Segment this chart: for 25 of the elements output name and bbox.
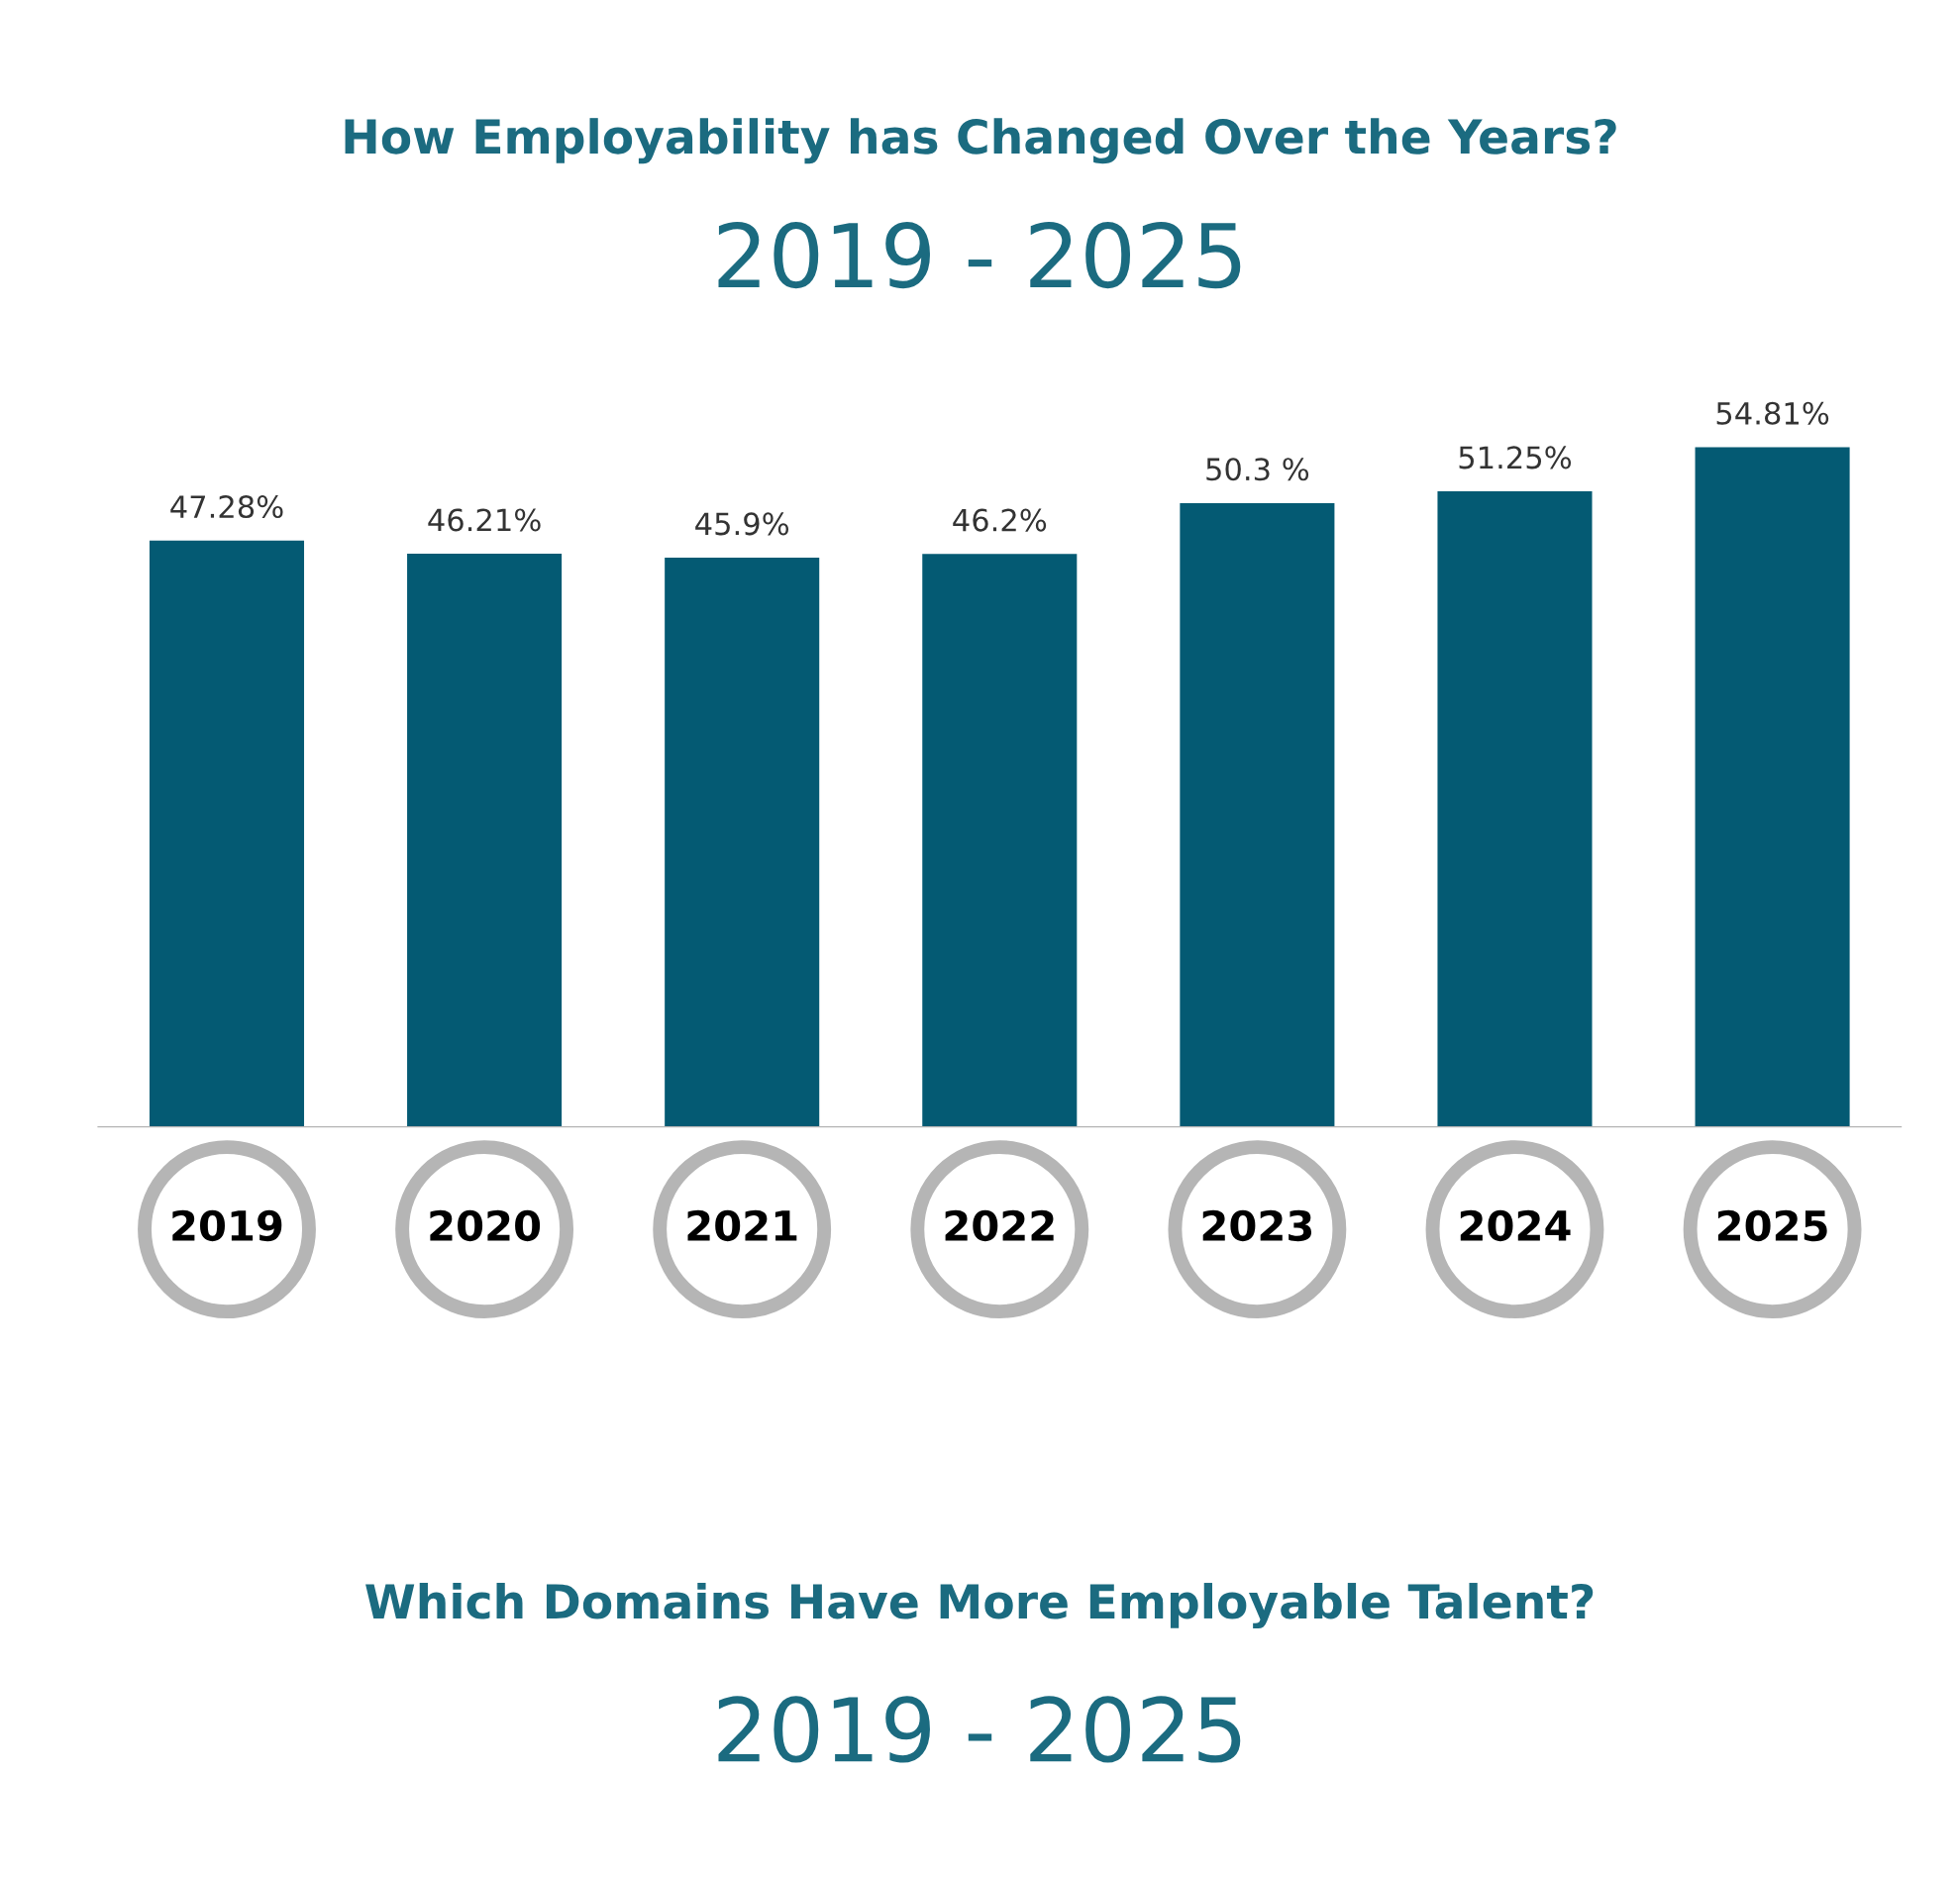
data-label: 45.9% (695, 512, 789, 536)
data-label: 46.21% (428, 508, 541, 532)
x-tick-label: 2024 (1460, 1209, 1571, 1242)
bar (1437, 491, 1593, 1127)
bar (1180, 502, 1335, 1127)
chart-subtitle: 2019 - 2025 (718, 222, 1241, 289)
x-tick-label: 2021 (687, 1209, 797, 1242)
bar (1695, 447, 1850, 1127)
text: 2019 - 2025 (718, 1696, 1241, 1763)
bar (665, 557, 820, 1127)
x-tick-label: 2025 (1717, 1209, 1827, 1242)
bar (407, 554, 563, 1127)
data-label: 54.81% (1716, 401, 1829, 425)
data-label: 51.25% (1459, 446, 1572, 470)
bar (922, 554, 1078, 1127)
data-label: 46.2% (953, 508, 1047, 532)
text: Which Domains Have More Employable Talent? (365, 1583, 1594, 1629)
chart-title: How Employability has Changed Over the Years? (345, 118, 1616, 164)
x-tick-label: 2022 (945, 1209, 1054, 1242)
x-tick-label: 2023 (1202, 1209, 1312, 1242)
data-label: 50.3 % (1206, 458, 1309, 481)
bar (149, 540, 305, 1127)
data-label: 47.28% (170, 495, 283, 519)
x-tick-label: 2020 (430, 1209, 541, 1242)
x-tick-label: 2019 (172, 1209, 282, 1242)
